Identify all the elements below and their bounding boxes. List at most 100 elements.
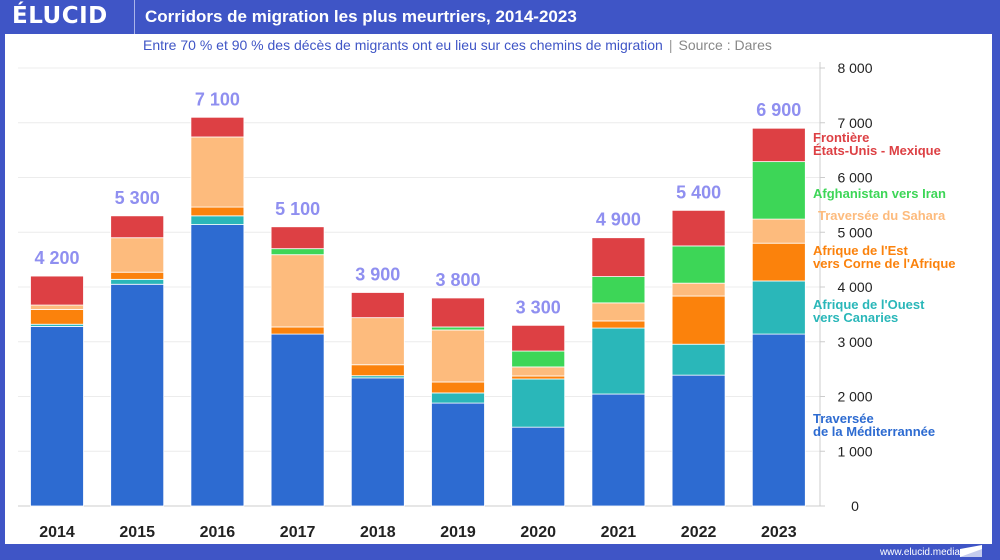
bar-segment [511,378,566,428]
x-tick-label: 2018 [360,524,396,541]
bar-segment [671,209,726,247]
bar-segment [270,326,325,335]
bar-segment [110,271,165,280]
bar-segment [190,206,245,217]
bar-segment [431,381,485,394]
legend-label: Frontière [813,130,870,145]
bar-segment [270,254,325,328]
total-label: 5 400 [676,182,721,202]
bar-segment [751,161,806,220]
bar-segment [511,366,566,377]
y-tick-label: 7 000 [837,115,872,131]
bar-segment [431,329,485,383]
bar-segment [431,297,485,328]
bar-segment [431,392,485,404]
total-label: 3 300 [516,297,561,317]
x-tick-label: 2017 [280,524,316,541]
bar-segment [110,278,165,285]
bar-segment [671,295,726,345]
x-tick-label: 2019 [440,524,476,541]
bar-segment [270,226,325,250]
total-label: 7 100 [195,89,240,109]
total-label: 5 300 [115,188,160,208]
chart-subtitle: Entre 70 % et 90 % des décès de migrants… [143,37,772,53]
y-tick-label: 4 000 [837,279,872,295]
total-label: 3 900 [355,264,400,284]
bar-segment [511,375,566,380]
x-tick-label: 2016 [200,524,236,541]
legend-label: Afghanistan vers Iran [813,186,946,201]
bar-segment [671,282,726,297]
bar-segment [190,224,245,507]
bar-segment [110,283,165,507]
legend-label: vers Canaries [813,310,899,325]
bar-segment [30,304,84,310]
bar-segment [350,317,405,366]
x-tick-label: 2015 [119,524,155,541]
x-tick-label: 2020 [520,524,556,541]
y-tick-label: 2 000 [837,389,872,405]
legend-item: Frontière États-Unis - Mexique [813,131,941,157]
bar-segment [671,245,726,284]
legend-item: Afrique de l'Ouest vers Canaries [813,298,924,324]
bar-segment [751,127,806,163]
bar-segment [591,237,646,277]
separator: | [668,37,673,53]
bar-segment [350,364,405,377]
bar-segment [751,333,806,507]
y-tick-label: 5 000 [837,224,872,240]
bar-segment [30,309,84,325]
total-label: 4 900 [596,210,641,230]
total-label: 4 200 [34,248,79,268]
legend-item: Afghanistan vers Iran [813,187,946,200]
x-tick-label: 2023 [761,524,797,541]
bar-segment [751,218,806,244]
x-tick-label: 2014 [39,524,75,541]
bar-segment [751,242,806,282]
bar-segment [591,302,646,322]
bar-segment [30,275,84,306]
bar-segment [270,248,325,256]
legend-item: Traversée du Sahara [818,209,945,222]
y-tick-label: 0 [851,498,859,514]
bar-segment [751,280,806,335]
bar-segment [350,377,405,507]
chart-frame [5,34,992,544]
legend-item: Afrique de l'Est vers Corne de l'Afrique [813,244,956,270]
legend-label: Afrique de l'Est [813,243,908,258]
total-label: 6 900 [756,100,801,120]
legend-label: de la Méditerrannée [813,424,936,439]
bar-segment [591,320,646,329]
legend-label: Afrique de l'Ouest [813,297,925,312]
y-tick-label: 8 000 [837,60,872,76]
subtitle-text: Entre 70 % et 90 % des décès de migrants… [143,37,663,53]
bar-segment [671,343,726,376]
total-label: 5 100 [275,199,320,219]
bar-segment [511,350,566,368]
bar-segment [591,393,646,507]
legend-label: Traversée [813,411,874,426]
legend-label: États-Unis - Mexique [813,143,941,158]
bar-segment [511,324,566,352]
source-text: Source : Dares [678,37,772,53]
bar-segment [350,292,405,319]
bar-segment [591,276,646,304]
y-tick-label: 3 000 [837,334,872,350]
y-tick-label: 1 000 [837,443,872,459]
x-tick-label: 2022 [681,524,717,541]
bar-segment [431,402,485,507]
bar-segment [511,426,566,507]
bar-segment [270,333,325,507]
bar-segment [190,116,245,138]
header-bar: ÉLUCID Corridors de migration les plus m… [0,0,1000,40]
bar-segment [190,215,245,225]
header-divider [134,0,135,40]
footer-url[interactable]: www.elucid.media [879,547,960,558]
bar-segment [671,374,726,507]
legend-item: Traversée de la Méditerrannée [813,412,935,438]
bar-segment [110,215,165,239]
elucid-flag-icon [960,545,982,557]
bar-segment [30,326,84,507]
legend-label: Traversée du Sahara [818,208,946,223]
